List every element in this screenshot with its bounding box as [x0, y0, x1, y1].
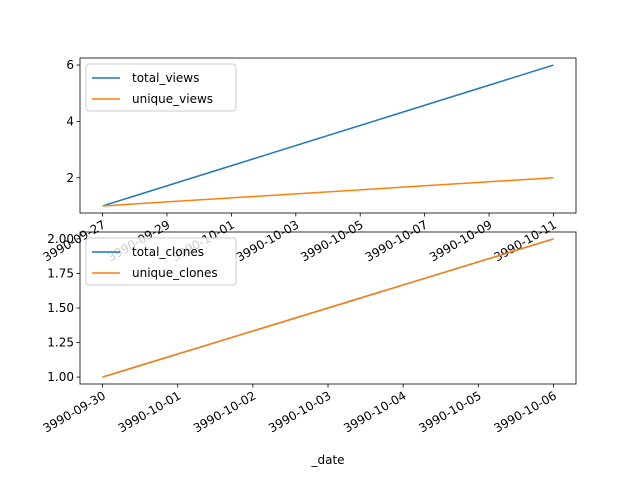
x-tick-label: 3990-10-09: [427, 217, 494, 264]
x-tick-label: 3990-10-04: [341, 388, 408, 435]
y-tick-label: 1.25: [47, 336, 74, 350]
series-line-unique_clones: [102, 238, 554, 378]
x-axis-label: _date: [310, 453, 344, 467]
legend-label: unique_clones: [132, 266, 218, 280]
x-tick-label: 3990-10-02: [191, 388, 258, 435]
legend-label: unique_views: [132, 92, 213, 106]
y-tick-label: 6: [66, 58, 74, 72]
legend: total_clones unique_clones: [85, 237, 237, 286]
legend-box: [85, 63, 237, 112]
x-tick-label: 3990-10-05: [416, 388, 483, 435]
x-tick-label: 3990-10-05: [298, 217, 365, 264]
y-tick-label: 1.00: [47, 370, 74, 384]
chart-panel-1: 2463990-09-273990-09-293990-10-013990-10…: [41, 57, 577, 264]
legend: total_views unique_views: [85, 63, 237, 112]
y-tick-label: 4: [66, 114, 74, 128]
y-tick-label: 1.75: [47, 266, 74, 280]
series-line-total_views: [102, 64, 554, 207]
x-tick-label: 3990-10-06: [492, 388, 559, 435]
y-tick-label: 1.50: [47, 301, 74, 315]
legend-box: [85, 237, 237, 286]
chart-panel-2: 1.00 1.25 1.50 1.75 2.00 3990-09-30 3990-10-01…: [41, 231, 577, 467]
legend-label: total_clones: [132, 245, 204, 259]
legend-label: total_views: [132, 71, 199, 85]
axes-frame: [79, 57, 577, 214]
x-tick-label: 3990-10-03: [266, 388, 333, 435]
y-tick-label: 2.00: [47, 232, 74, 246]
x-tick-label: 3990-09-30: [41, 388, 108, 435]
y-tick-label: 2: [66, 171, 74, 185]
series-line-unique_views: [102, 177, 554, 207]
x-tick-label: 3990-10-01: [116, 388, 183, 435]
x-tick-label: 3990-10-07: [363, 217, 430, 264]
x-tick-label: 3990-10-03: [234, 217, 301, 264]
